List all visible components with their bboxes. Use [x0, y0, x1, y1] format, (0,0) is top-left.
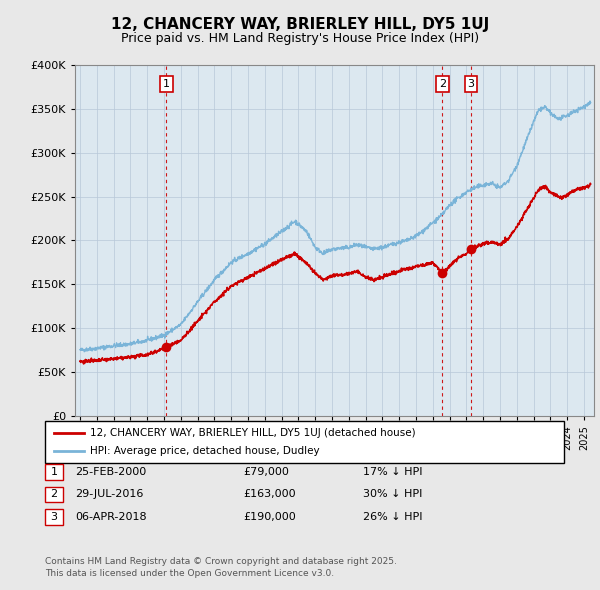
Text: 26% ↓ HPI: 26% ↓ HPI: [363, 512, 422, 522]
Text: 17% ↓ HPI: 17% ↓ HPI: [363, 467, 422, 477]
Text: 06-APR-2018: 06-APR-2018: [75, 512, 146, 522]
Text: 30% ↓ HPI: 30% ↓ HPI: [363, 490, 422, 499]
Text: 3: 3: [50, 512, 58, 522]
Text: 1: 1: [50, 467, 58, 477]
Text: 12, CHANCERY WAY, BRIERLEY HILL, DY5 1UJ (detached house): 12, CHANCERY WAY, BRIERLEY HILL, DY5 1UJ…: [90, 428, 416, 438]
Text: 25-FEB-2000: 25-FEB-2000: [75, 467, 146, 477]
Text: 3: 3: [467, 79, 475, 89]
Text: £79,000: £79,000: [243, 467, 289, 477]
Text: HPI: Average price, detached house, Dudley: HPI: Average price, detached house, Dudl…: [90, 446, 320, 456]
Text: 29-JUL-2016: 29-JUL-2016: [75, 490, 143, 499]
Text: £190,000: £190,000: [243, 512, 296, 522]
Text: 2: 2: [50, 490, 58, 499]
Text: 1: 1: [163, 79, 170, 89]
Text: Contains HM Land Registry data © Crown copyright and database right 2025.: Contains HM Land Registry data © Crown c…: [45, 557, 397, 566]
Text: £163,000: £163,000: [243, 490, 296, 499]
Text: 2: 2: [439, 79, 446, 89]
Text: Price paid vs. HM Land Registry's House Price Index (HPI): Price paid vs. HM Land Registry's House …: [121, 32, 479, 45]
Text: 12, CHANCERY WAY, BRIERLEY HILL, DY5 1UJ: 12, CHANCERY WAY, BRIERLEY HILL, DY5 1UJ: [111, 17, 489, 31]
Text: This data is licensed under the Open Government Licence v3.0.: This data is licensed under the Open Gov…: [45, 569, 334, 578]
